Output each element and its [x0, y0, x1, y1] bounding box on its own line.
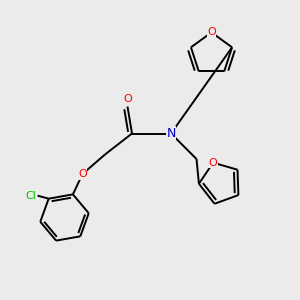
- Text: N: N: [166, 127, 176, 140]
- Text: Cl: Cl: [25, 191, 36, 201]
- Text: O: O: [78, 169, 87, 179]
- Text: O: O: [209, 158, 218, 168]
- Text: O: O: [123, 94, 132, 104]
- Text: O: O: [207, 27, 216, 38]
